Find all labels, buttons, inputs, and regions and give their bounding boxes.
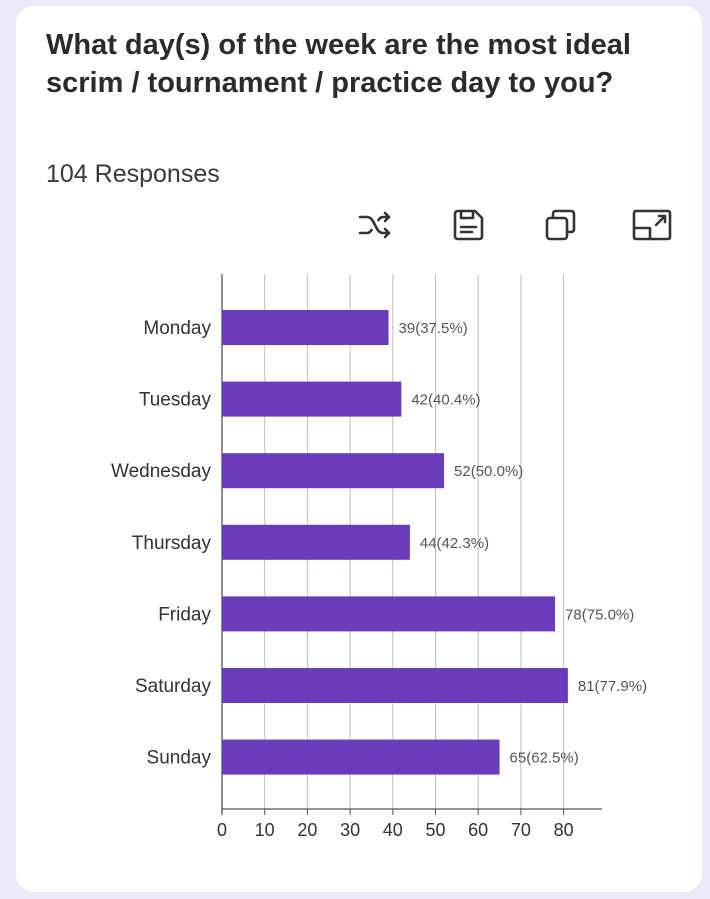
bar	[222, 453, 445, 489]
data-label: 39(37.5%)	[399, 320, 468, 337]
bar	[222, 596, 556, 632]
category-label: Thursday	[132, 533, 212, 554]
x-tick-label: 60	[468, 820, 488, 840]
bar	[222, 310, 389, 345]
expand-button[interactable]	[632, 205, 672, 245]
response-count: 104 Responses	[46, 160, 220, 188]
category-label: Sunday	[147, 748, 212, 769]
x-tick-label: 40	[383, 820, 403, 840]
save-icon	[453, 209, 484, 241]
bar	[222, 524, 410, 560]
bar	[222, 381, 402, 417]
x-tick-label: 10	[255, 820, 275, 840]
copy-button[interactable]	[540, 205, 580, 245]
data-label: 81(77.9%)	[578, 678, 647, 695]
data-label: 44(42.3%)	[420, 535, 489, 552]
bar	[222, 668, 568, 703]
chart-toolbar	[0, 205, 710, 245]
data-label: 42(40.4%)	[411, 392, 480, 409]
data-label: 65(62.5%)	[510, 750, 579, 767]
category-label: Wednesday	[111, 461, 211, 482]
category-label: Saturday	[135, 676, 212, 697]
bar	[222, 739, 500, 775]
question-title: What day(s) of the week are the most ide…	[46, 29, 631, 99]
x-tick-label: 20	[297, 820, 317, 840]
x-tick-label: 50	[425, 820, 445, 840]
category-label: Tuesday	[139, 390, 212, 411]
x-tick-label: 30	[340, 820, 360, 840]
x-tick-label: 70	[511, 820, 531, 840]
expand-icon	[632, 209, 672, 241]
category-label: Friday	[158, 604, 211, 625]
x-tick-label: 80	[554, 820, 574, 840]
category-label: Monday	[143, 318, 211, 339]
copy-icon	[545, 209, 576, 241]
shuffle-button[interactable]	[355, 205, 395, 245]
data-label: 78(75.0%)	[565, 606, 634, 623]
x-tick-label: 0	[217, 820, 227, 840]
save-button[interactable]	[448, 205, 488, 245]
shuffle-icon	[358, 211, 391, 239]
data-label: 52(50.0%)	[454, 463, 523, 480]
